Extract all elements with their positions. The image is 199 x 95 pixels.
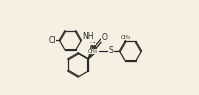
Text: CH₃: CH₃ <box>87 49 98 54</box>
Text: O: O <box>102 33 108 42</box>
Text: N: N <box>90 36 95 45</box>
Text: S: S <box>108 46 113 55</box>
Text: Cl: Cl <box>49 36 56 45</box>
Text: CH₃: CH₃ <box>121 35 131 40</box>
Text: NH: NH <box>83 32 94 41</box>
